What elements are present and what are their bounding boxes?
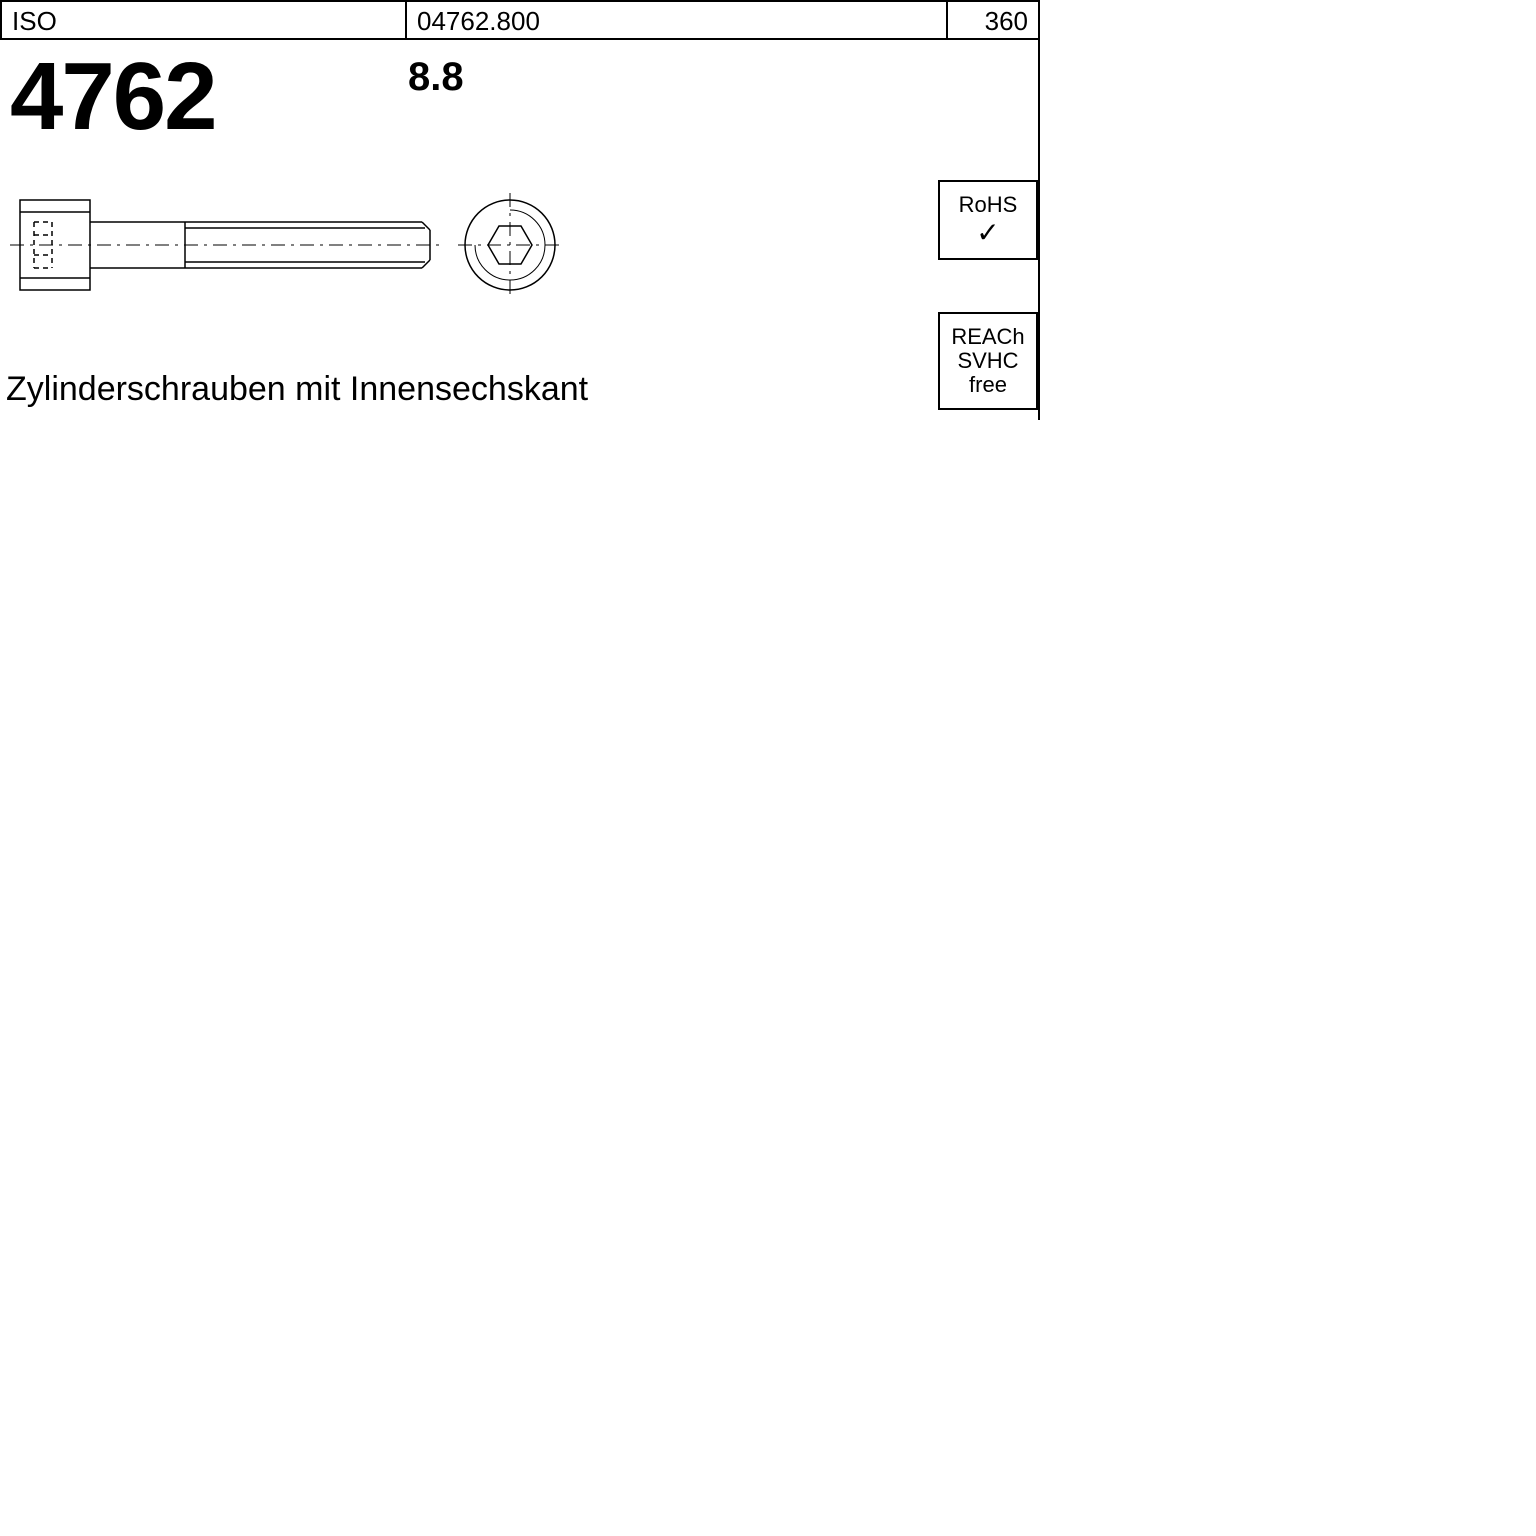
reach-line2: SVHC — [957, 349, 1018, 373]
reach-line3: free — [969, 373, 1007, 397]
rohs-badge: RoHS ✓ — [938, 180, 1038, 260]
header-product-code: 04762.800 — [407, 2, 948, 38]
technical-drawing — [10, 180, 610, 330]
reach-badge: REACh SVHC free — [938, 312, 1038, 410]
header-page-number: 360 — [948, 2, 1038, 38]
right-border-line — [1038, 40, 1040, 420]
checkmark-icon: ✓ — [976, 219, 999, 247]
header-row: ISO 04762.800 360 — [0, 0, 1040, 40]
reach-line1: REACh — [951, 325, 1024, 349]
strength-grade: 8.8 — [408, 55, 464, 100]
rohs-label: RoHS — [959, 193, 1018, 217]
product-description: Zylinderschrauben mit Innensechskant — [6, 370, 588, 409]
standard-number: 4762 — [10, 42, 216, 152]
header-standard-label: ISO — [2, 2, 407, 38]
